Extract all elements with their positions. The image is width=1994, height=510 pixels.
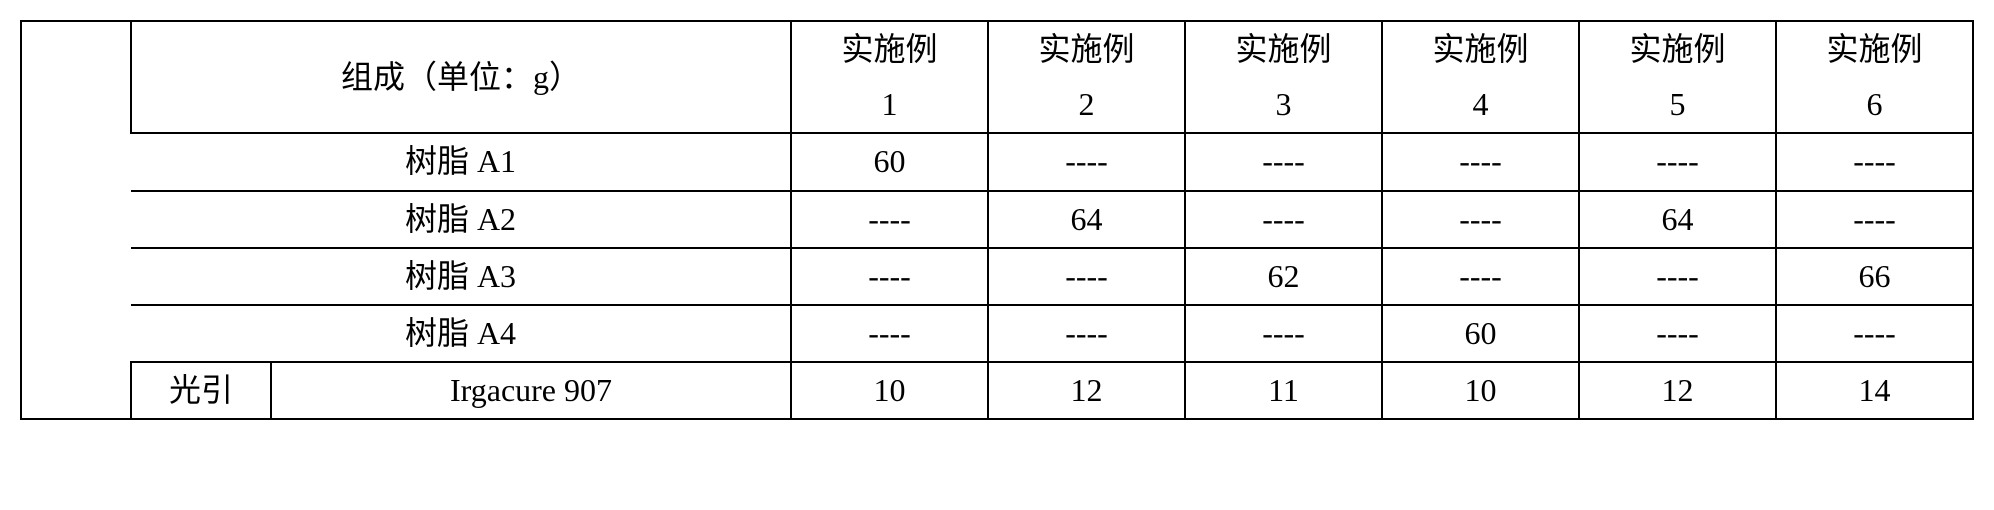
example-header-4-num: 4: [1382, 77, 1579, 133]
row-photo-initiator: 光引 Irgacure 907 10 12 11 10 12 14: [21, 362, 1973, 419]
example-header-3-num: 3: [1185, 77, 1382, 133]
cell-a1-3: ----: [1185, 133, 1382, 190]
cell-pi-4: 10: [1382, 362, 1579, 419]
cell-a3-2: ----: [988, 248, 1185, 305]
cell-a4-1: ----: [791, 305, 988, 362]
cell-pi-2: 12: [988, 362, 1185, 419]
cell-a4-5: ----: [1579, 305, 1776, 362]
example-header-2-num: 2: [988, 77, 1185, 133]
cell-a2-2: 64: [988, 191, 1185, 248]
cell-a2-6: ----: [1776, 191, 1973, 248]
cell-a2-1: ----: [791, 191, 988, 248]
example-header-3-top: 实施例: [1185, 21, 1382, 77]
cell-a1-1: 60: [791, 133, 988, 190]
cell-a4-4: 60: [1382, 305, 1579, 362]
cell-a2-4: ----: [1382, 191, 1579, 248]
example-header-5-num: 5: [1579, 77, 1776, 133]
cell-a1-2: ----: [988, 133, 1185, 190]
row-resin-a4: 树脂 A4 ---- ---- ---- 60 ---- ----: [21, 305, 1973, 362]
example-header-6-num: 6: [1776, 77, 1973, 133]
composition-header: 组成（单位：g）: [131, 21, 791, 133]
label-photo-group: 光引: [131, 362, 271, 419]
header-stub: [21, 21, 131, 133]
example-header-5-top: 实施例: [1579, 21, 1776, 77]
cell-a4-3: ----: [1185, 305, 1382, 362]
cell-a3-6: 66: [1776, 248, 1973, 305]
header-row-1: 组成（单位：g） 实施例 实施例 实施例 实施例 实施例 实施例: [21, 21, 1973, 77]
cell-a3-4: ----: [1382, 248, 1579, 305]
cell-a1-5: ----: [1579, 133, 1776, 190]
label-photo-item: Irgacure 907: [271, 362, 791, 419]
example-header-6-top: 实施例: [1776, 21, 1973, 77]
cell-pi-5: 12: [1579, 362, 1776, 419]
example-header-1-top: 实施例: [791, 21, 988, 77]
body-stub: [21, 133, 131, 419]
example-header-1-num: 1: [791, 77, 988, 133]
cell-a3-3: 62: [1185, 248, 1382, 305]
cell-pi-1: 10: [791, 362, 988, 419]
label-resin-a4: 树脂 A4: [131, 305, 791, 362]
cell-a1-4: ----: [1382, 133, 1579, 190]
example-header-2-top: 实施例: [988, 21, 1185, 77]
cell-a2-5: 64: [1579, 191, 1776, 248]
cell-pi-3: 11: [1185, 362, 1382, 419]
example-header-4-top: 实施例: [1382, 21, 1579, 77]
cell-a4-2: ----: [988, 305, 1185, 362]
cell-a2-3: ----: [1185, 191, 1382, 248]
row-resin-a2: 树脂 A2 ---- 64 ---- ---- 64 ----: [21, 191, 1973, 248]
composition-header-line1: 组成（单位：g）: [341, 59, 581, 95]
composition-table: 组成（单位：g） 实施例 实施例 实施例 实施例 实施例 实施例 1 2 3 4…: [20, 20, 1974, 420]
label-resin-a1: 树脂 A1: [131, 133, 791, 190]
cell-pi-6: 14: [1776, 362, 1973, 419]
cell-a3-5: ----: [1579, 248, 1776, 305]
cell-a4-6: ----: [1776, 305, 1973, 362]
cell-a3-1: ----: [791, 248, 988, 305]
label-resin-a2: 树脂 A2: [131, 191, 791, 248]
row-resin-a1: 树脂 A1 60 ---- ---- ---- ---- ----: [21, 133, 1973, 190]
cell-a1-6: ----: [1776, 133, 1973, 190]
row-resin-a3: 树脂 A3 ---- ---- 62 ---- ---- 66: [21, 248, 1973, 305]
label-resin-a3: 树脂 A3: [131, 248, 791, 305]
